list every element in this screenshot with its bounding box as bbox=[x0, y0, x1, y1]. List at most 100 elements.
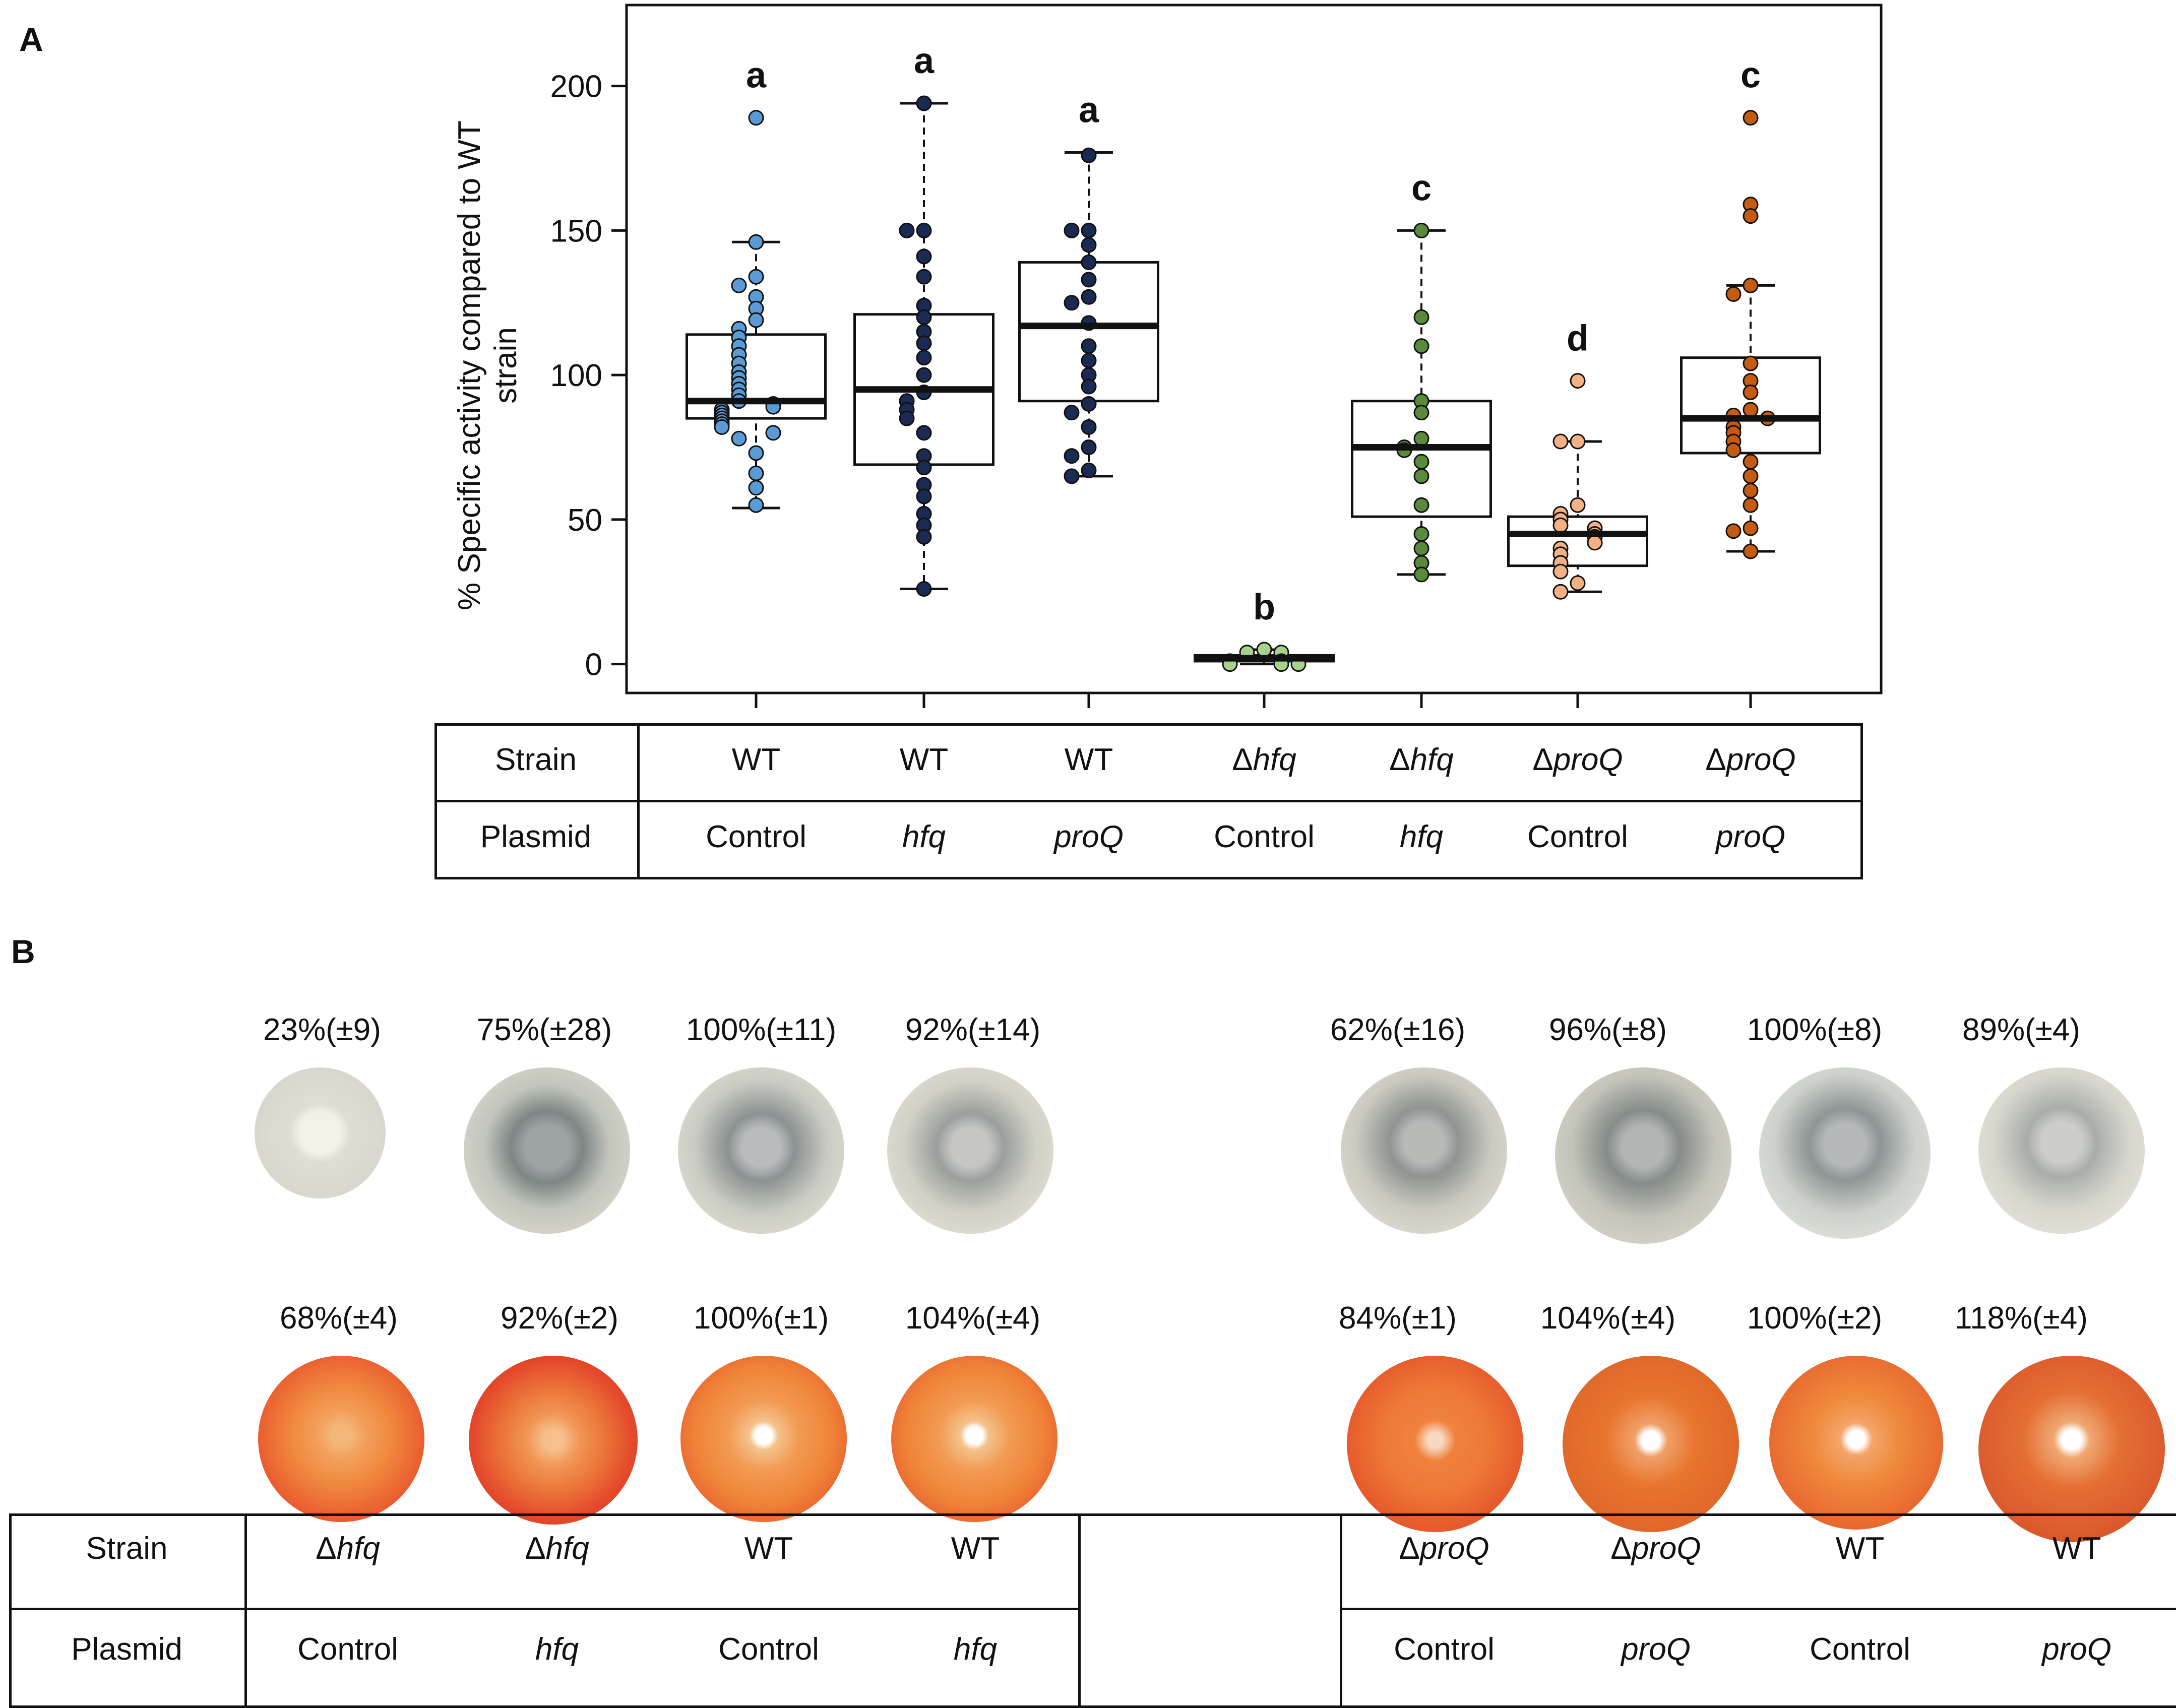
data-point bbox=[916, 309, 932, 325]
data-point bbox=[1725, 523, 1742, 539]
data-point bbox=[1413, 497, 1429, 513]
percent-label: 68%(±4) bbox=[280, 1301, 398, 1336]
plasmid-cell: hfq bbox=[953, 1632, 998, 1667]
data-point bbox=[899, 410, 915, 426]
plasmid-cell: proQ bbox=[1621, 1632, 1691, 1667]
data-point bbox=[1743, 454, 1759, 470]
data-point bbox=[1413, 222, 1429, 238]
data-point bbox=[1081, 338, 1097, 354]
panel-b-label: B bbox=[11, 933, 35, 970]
strain-cell: WT bbox=[744, 1531, 793, 1566]
y-tick-label: 200 bbox=[550, 70, 602, 104]
significance-letter: b bbox=[1253, 587, 1275, 627]
data-point bbox=[1570, 575, 1586, 591]
panel-b-table-column-divider bbox=[244, 1513, 247, 1708]
plasmid-cell: proQ bbox=[2042, 1632, 2111, 1667]
data-point bbox=[1413, 540, 1429, 556]
data-point bbox=[748, 110, 764, 126]
plate-image bbox=[1769, 1356, 1943, 1530]
data-point bbox=[1552, 584, 1569, 600]
data-point bbox=[1081, 222, 1097, 238]
data-point bbox=[748, 234, 764, 250]
data-point bbox=[1413, 566, 1429, 583]
data-point bbox=[1743, 483, 1759, 499]
plate-image bbox=[1563, 1356, 1739, 1532]
strain-cell: WT bbox=[951, 1531, 1000, 1566]
data-point bbox=[714, 419, 730, 435]
data-point bbox=[1570, 497, 1586, 513]
box bbox=[686, 333, 827, 420]
panel-b-strain-label: Strain bbox=[86, 1531, 168, 1566]
data-point bbox=[899, 222, 915, 238]
data-point bbox=[1064, 468, 1080, 484]
plasmid-cell: hfq bbox=[535, 1632, 579, 1667]
data-point bbox=[1256, 642, 1272, 658]
data-point bbox=[1725, 286, 1742, 302]
significance-letter: a bbox=[914, 41, 935, 81]
plasmid-cell: proQ bbox=[1054, 819, 1124, 854]
data-point bbox=[1081, 419, 1097, 435]
panel-b-table-column-divider bbox=[1340, 1513, 1342, 1708]
percent-label: 89%(±4) bbox=[1962, 1013, 2080, 1047]
plot-frame bbox=[625, 4, 1883, 694]
percent-label: 23%(±9) bbox=[263, 1013, 381, 1047]
data-point bbox=[1064, 222, 1080, 238]
plate-image bbox=[1347, 1356, 1523, 1532]
data-point bbox=[1081, 237, 1097, 253]
percent-label: 62%(±16) bbox=[1330, 1013, 1466, 1047]
data-point bbox=[1413, 430, 1429, 447]
data-point bbox=[1413, 405, 1429, 421]
plasmid-cell: Control bbox=[706, 819, 806, 854]
data-point bbox=[1081, 352, 1097, 368]
box-plot-chart: 0 50 100 150 200 % Specific activity compared… bbox=[452, 4, 1883, 708]
data-point bbox=[916, 488, 932, 504]
data-point bbox=[1725, 442, 1742, 458]
plate-image bbox=[469, 1356, 638, 1525]
plasmid-cell: Control bbox=[1810, 1632, 1910, 1667]
panel-b-table bbox=[9, 1513, 2176, 1708]
data-point bbox=[1743, 110, 1759, 126]
data-point bbox=[1064, 295, 1080, 311]
data-point bbox=[1570, 373, 1586, 389]
strain-cell: WT bbox=[2052, 1531, 2101, 1566]
plasmid-cell: hfq bbox=[902, 819, 946, 854]
data-point bbox=[1081, 272, 1097, 288]
data-point bbox=[765, 425, 781, 441]
data-point bbox=[1413, 468, 1429, 484]
strain-cell: ΔproQ bbox=[1399, 1531, 1489, 1566]
panel-b-table-column-divider bbox=[1078, 1513, 1081, 1708]
data-point bbox=[1413, 454, 1429, 470]
data-point bbox=[1081, 289, 1097, 305]
percent-label: 100%(±1) bbox=[693, 1301, 829, 1336]
plate-image bbox=[255, 1067, 386, 1198]
box bbox=[1507, 515, 1648, 567]
y-tick-label: 100 bbox=[550, 358, 602, 393]
plate-image bbox=[1978, 1067, 2145, 1234]
data-point bbox=[1081, 396, 1097, 412]
plate-image bbox=[1978, 1356, 2165, 1542]
percent-label: 75%(±28) bbox=[476, 1013, 612, 1047]
data-point bbox=[1064, 405, 1080, 421]
data-point bbox=[1570, 433, 1586, 450]
strain-cell: ΔproQ bbox=[1532, 742, 1623, 777]
data-point bbox=[916, 425, 932, 441]
plasmid-cell: Control bbox=[1214, 819, 1315, 854]
data-point bbox=[1081, 462, 1097, 478]
panel-b-table-divider-right bbox=[1341, 1608, 2176, 1610]
percent-label: 118%(±4) bbox=[1955, 1301, 2088, 1336]
plate-image bbox=[1555, 1067, 1731, 1244]
data-point bbox=[748, 480, 764, 496]
y-tick-label: 50 bbox=[568, 503, 602, 538]
data-point bbox=[1081, 378, 1097, 395]
significance-letter: c bbox=[1411, 168, 1432, 208]
plate-image bbox=[258, 1356, 424, 1522]
percent-label: 100%(±2) bbox=[1747, 1301, 1883, 1336]
data-point bbox=[916, 269, 932, 285]
data-point bbox=[1413, 309, 1429, 325]
plasmid-cell: Control bbox=[297, 1632, 398, 1667]
panel-a-plasmid-label: Plasmid bbox=[480, 819, 592, 854]
data-point bbox=[1081, 439, 1097, 455]
data-point bbox=[748, 312, 764, 328]
strain-cell: WT bbox=[1835, 1531, 1885, 1566]
data-point bbox=[731, 430, 747, 447]
